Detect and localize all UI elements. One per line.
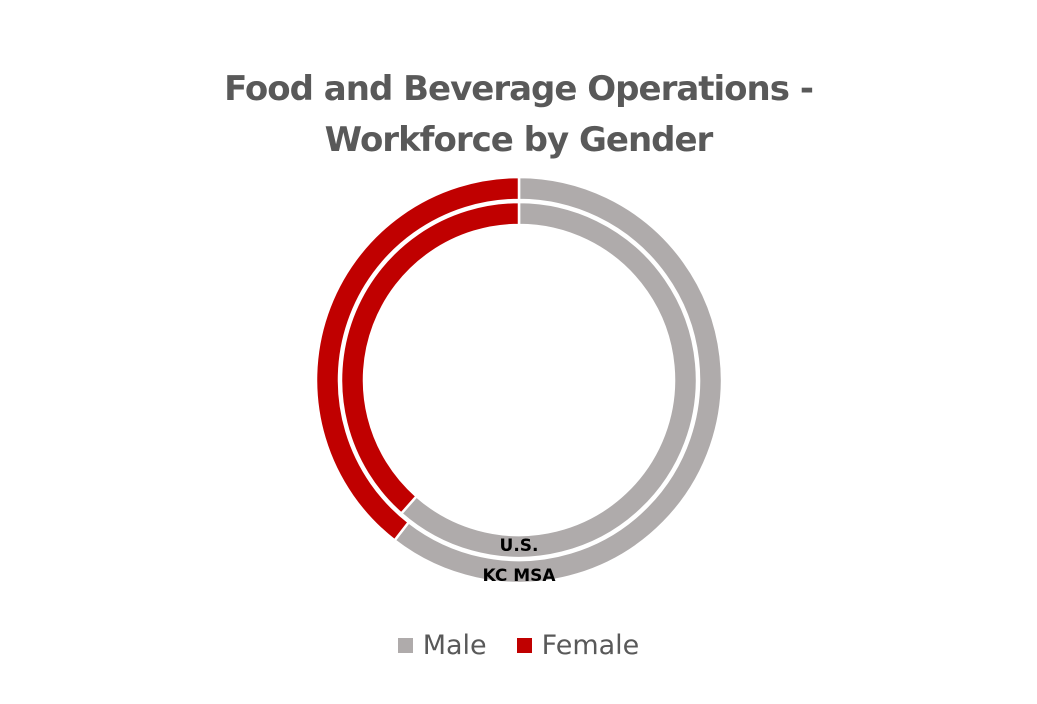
- legend-swatch-female: [516, 638, 532, 653]
- chart-title-line-2: Workforce by Gender: [324, 120, 714, 160]
- donut-rings: [314, 175, 724, 585]
- chart-title-line-1: Food and Beverage Operations -: [224, 69, 814, 109]
- chart-title: Food and Beverage Operations - Workforce…: [0, 64, 1037, 166]
- ring-label-inner: U.S.: [500, 536, 539, 556]
- legend-item-male: Male: [397, 630, 487, 661]
- ring-label-outer: KC MSA: [482, 566, 556, 586]
- legend-swatch-male: [397, 638, 413, 653]
- donut-slice-u-s-female: [339, 200, 521, 516]
- donut-slice-kc-msa-female: [314, 175, 521, 543]
- chart-legend: Male Female: [0, 630, 1037, 661]
- legend-label-male: Male: [422, 630, 487, 661]
- legend-label-female: Female: [541, 630, 640, 661]
- legend-item-female: Female: [516, 630, 640, 661]
